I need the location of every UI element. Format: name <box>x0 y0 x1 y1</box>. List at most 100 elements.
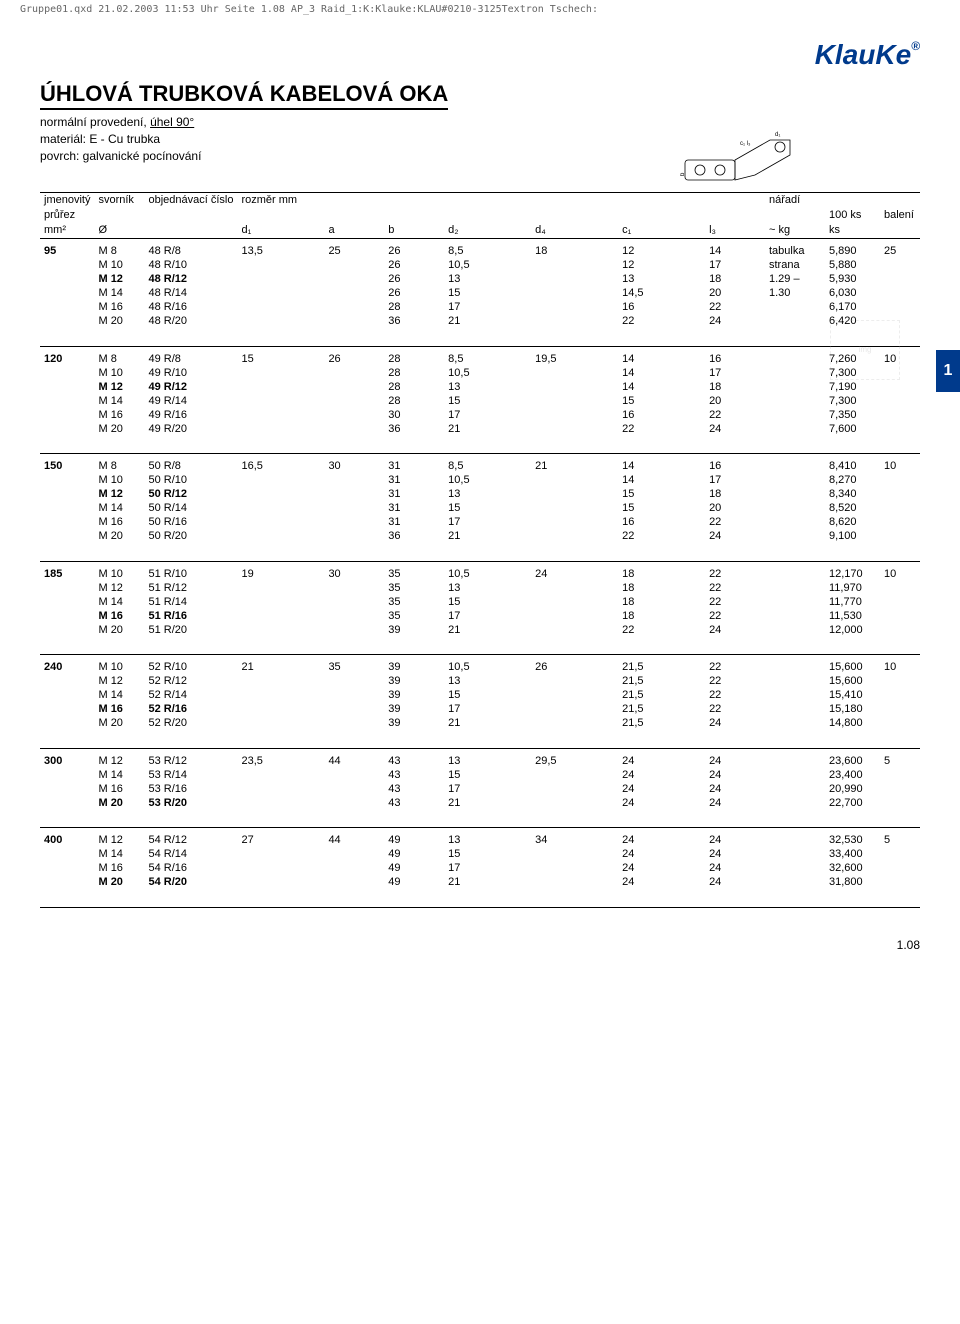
table-cell: 39 <box>384 623 444 637</box>
table-row: M 1649 R/16301716227,350 <box>40 408 920 422</box>
table-cell: 10,5 <box>444 366 531 380</box>
table-cell <box>324 609 384 623</box>
table-cell: 17 <box>444 408 531 422</box>
table-cell <box>765 595 825 609</box>
table-cell: 48 R/8 <box>144 239 237 259</box>
table-cell: 24 <box>618 748 705 768</box>
table-cell: 36 <box>384 314 444 328</box>
table-cell <box>237 366 324 380</box>
hdr-100ks: 100 ks <box>825 208 880 223</box>
table-cell <box>765 716 825 730</box>
table-cell: 51 R/20 <box>144 623 237 637</box>
table-cell <box>40 286 94 300</box>
table-cell: 24 <box>618 782 705 796</box>
table-cell: 15 <box>444 394 531 408</box>
table-cell: 1.29 – <box>765 272 825 286</box>
table-cell <box>40 272 94 286</box>
table-cell: 13 <box>444 748 531 768</box>
table-row: M 1454 R/144915242433,400 <box>40 847 920 861</box>
table-cell: 5,890 <box>825 239 880 259</box>
table-cell <box>880 380 920 394</box>
table-cell <box>531 595 618 609</box>
table-cell: 27 <box>237 828 324 848</box>
table-cell <box>237 623 324 637</box>
table-cell <box>40 716 94 730</box>
table-cell <box>880 623 920 637</box>
table-cell: 21,5 <box>618 674 705 688</box>
hdr-naradi: nářadí <box>765 193 825 209</box>
table-cell <box>765 515 825 529</box>
table-cell: M 14 <box>94 501 144 515</box>
table-cell: 30 <box>324 454 384 474</box>
table-cell: 33,400 <box>825 847 880 861</box>
table-cell <box>324 861 384 875</box>
table-cell <box>880 581 920 595</box>
table-cell: 31 <box>384 515 444 529</box>
table-cell: M 12 <box>94 487 144 501</box>
table-cell: M 14 <box>94 394 144 408</box>
table-cell <box>880 875 920 889</box>
table-cell: 43 <box>384 748 444 768</box>
table-cell: 39 <box>384 655 444 675</box>
table-cell: 13 <box>444 380 531 394</box>
hdr-d1: d₁ <box>237 223 324 239</box>
table-cell: 48 R/12 <box>144 272 237 286</box>
table-cell: 5 <box>880 748 920 768</box>
table-cell <box>765 473 825 487</box>
table-cell: 24 <box>705 782 765 796</box>
table-cell: 21 <box>444 623 531 637</box>
table-cell: 49 R/14 <box>144 394 237 408</box>
table-cell: M 14 <box>94 595 144 609</box>
table-cell: 5 <box>880 828 920 848</box>
table-cell: 44 <box>324 748 384 768</box>
table-cell: 16 <box>618 300 705 314</box>
table-cell: 18 <box>618 595 705 609</box>
table-cell <box>237 272 324 286</box>
hdr-ks: ks <box>825 223 880 239</box>
table-cell: 19,5 <box>531 346 618 366</box>
table-cell: 25 <box>880 239 920 259</box>
table-cell: 49 R/10 <box>144 366 237 380</box>
table-cell: 50 R/16 <box>144 515 237 529</box>
table-cell <box>531 272 618 286</box>
table-cell: M 14 <box>94 688 144 702</box>
table-cell: 49 <box>384 861 444 875</box>
table-cell: 22 <box>705 581 765 595</box>
table-cell <box>40 623 94 637</box>
table-cell: 48 R/20 <box>144 314 237 328</box>
table-cell <box>237 716 324 730</box>
table-cell: 28 <box>384 300 444 314</box>
table-cell <box>765 394 825 408</box>
table-row: M 1451 R/143515182211,770 <box>40 595 920 609</box>
table-cell: 16 <box>618 408 705 422</box>
table-cell: 24 <box>705 847 765 861</box>
group-separator <box>40 328 920 346</box>
table-cell: M 20 <box>94 623 144 637</box>
table-cell <box>40 408 94 422</box>
table-cell: 18 <box>705 380 765 394</box>
table-cell: 48 R/14 <box>144 286 237 300</box>
table-cell: 36 <box>384 529 444 543</box>
table-cell: 12,000 <box>825 623 880 637</box>
table-cell <box>324 796 384 810</box>
table-cell <box>765 609 825 623</box>
table-cell <box>237 581 324 595</box>
table-cell: 53 R/16 <box>144 782 237 796</box>
table-cell <box>324 286 384 300</box>
page-title: ÚHLOVÁ TRUBKOVÁ KABELOVÁ OKA <box>40 81 448 110</box>
table-cell: 21 <box>531 454 618 474</box>
table-cell: 52 R/12 <box>144 674 237 688</box>
table-cell: M 12 <box>94 581 144 595</box>
table-cell: 6,030 <box>825 286 880 300</box>
table-cell <box>324 272 384 286</box>
table-cell: 14 <box>618 366 705 380</box>
table-cell: 7,190 <box>825 380 880 394</box>
table-cell: M 14 <box>94 286 144 300</box>
table-cell <box>40 258 94 272</box>
table-cell <box>880 768 920 782</box>
table-cell: 14 <box>705 239 765 259</box>
table-cell <box>324 394 384 408</box>
table-cell: 50 R/12 <box>144 487 237 501</box>
table-row: M 2050 R/20362122249,100 <box>40 529 920 543</box>
table-cell <box>237 674 324 688</box>
